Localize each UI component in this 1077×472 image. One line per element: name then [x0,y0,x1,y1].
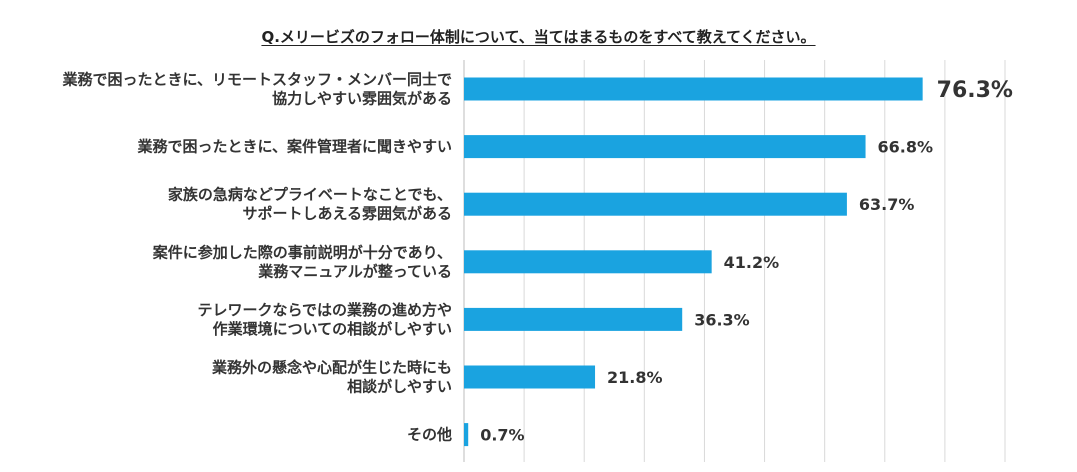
chart-title: Q.メリービズのフォロー体制について、当てはまるものをすべて教えてください。 [0,26,1077,47]
value-label: 36.3% [694,310,750,329]
bar [464,365,596,389]
category-label: 協力しやすい雰囲気がある [272,90,452,108]
value-label: 0.7% [480,426,524,445]
category-label: 業務で困ったときに、案件管理者に聞きやすい [136,138,452,156]
category-label: サポートしあえる雰囲気がある [242,205,452,223]
bars [464,77,923,447]
bar [464,250,712,274]
bar [464,192,847,216]
category-label: テレワークならではの業務の進め方や [197,301,452,319]
category-label: 案件に参加した際の事前説明が十分であり、 [152,243,452,261]
bar [464,307,683,331]
category-label: 業務で困ったときに、リモートスタッフ・メンバー同士で [61,71,452,89]
value-label: 21.8% [607,368,663,387]
value-label: 66.8% [878,138,934,157]
value-label: 41.2% [724,253,780,272]
value-label: 63.7% [859,195,915,214]
category-labels: 業務で困ったときに、リモートスタッフ・メンバー同士で協力しやすい雰囲気がある業務… [61,71,452,444]
value-labels: 76.3% 66.8% 63.7% 41.2% 36.3% 21.8% 0.7% [480,78,1013,445]
category-label: 業務外の懸念や心配が生じた時にも [211,359,452,377]
bar [464,77,923,101]
bar [464,423,469,447]
chart-title-text: Q.メリービズのフォロー体制について、当てはまるものをすべて教えてください。 [261,28,816,46]
value-label: 76.3% [937,78,1013,103]
bar [464,135,866,159]
category-label: 作業環境についての相談がしやすい [213,320,452,338]
category-label: 家族の急病などプライベートなことでも、 [168,186,452,204]
category-label: 業務マニュアルが整っている [257,262,452,280]
category-label: その他 [407,426,452,444]
category-label: 相談がしやすい [347,378,452,396]
